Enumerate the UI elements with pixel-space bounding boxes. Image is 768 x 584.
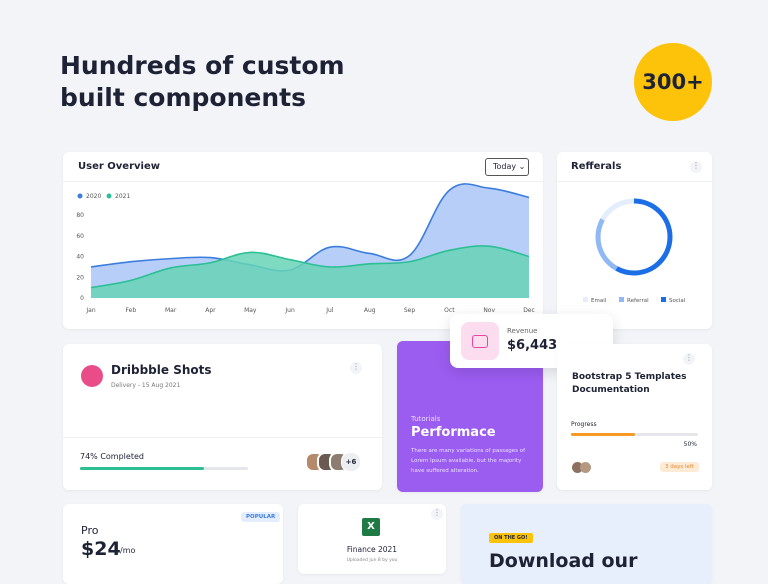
divider xyxy=(63,437,382,438)
progress-label: 74% Completed xyxy=(80,452,144,461)
x-tick-label: Jun xyxy=(284,307,295,314)
line xyxy=(90,245,530,289)
due-badge: 3 days left xyxy=(660,462,699,472)
menu-button[interactable]: ⋮ xyxy=(350,362,362,374)
progress-track xyxy=(571,433,698,436)
user-overview-card: User Overview Today ⌄ 0 20 40 60 80 Jan Feb Mar… xyxy=(63,152,543,329)
headline-line: Hundreds of custom xyxy=(60,51,345,80)
avatar xyxy=(580,462,591,473)
download-badge: ON THE GO! xyxy=(489,533,533,543)
x-tick-label: Jan xyxy=(85,307,95,314)
project-title: Dribbble Shots xyxy=(111,363,212,377)
progress-fill xyxy=(80,467,205,470)
file-name: Finance 2021 xyxy=(346,545,398,554)
legend-label: 2021 xyxy=(115,193,130,200)
wallet-icon xyxy=(461,322,499,360)
legend-label: Referral xyxy=(627,298,649,304)
menu-button[interactable]: ⋮ xyxy=(683,353,695,365)
download-card: ON THE GO! Download our xyxy=(461,504,712,584)
y-tick-label: 60 xyxy=(76,233,84,240)
excel-icon: X xyxy=(362,518,380,536)
legend-swatch xyxy=(77,193,83,199)
y-tick-label: 20 xyxy=(76,274,84,281)
donut-chart: Email Referral Social xyxy=(583,198,686,304)
donut-segment xyxy=(595,198,673,276)
task-card: ⋮ Bootstrap 5 Templates Documentation Pr… xyxy=(557,344,712,490)
card-title: User Overview xyxy=(78,161,160,172)
download-title: Download our xyxy=(489,550,638,572)
menu-button[interactable]: ⋮ xyxy=(690,161,702,173)
divider xyxy=(557,181,712,182)
x-tick-label: May xyxy=(244,307,257,314)
y-tick-label: 0 xyxy=(80,295,84,302)
wallet-glyph xyxy=(472,335,488,348)
y-tick-label: 40 xyxy=(76,254,84,261)
price-period: /mo xyxy=(120,546,136,555)
legend-swatch xyxy=(619,297,624,302)
referrals-card: Refferals ⋮ Email Referral Social xyxy=(557,152,712,329)
legend-label: Email xyxy=(591,298,607,304)
divider xyxy=(63,181,543,182)
legend-swatch xyxy=(661,297,666,302)
x-tick-label: Oct xyxy=(444,307,455,314)
tutorial-text: There are many variations of passages of… xyxy=(411,448,526,474)
line xyxy=(90,183,530,272)
kicker: Tutorials xyxy=(411,415,441,423)
legend-swatch xyxy=(583,297,588,302)
x-tick-label: Aug xyxy=(364,307,376,314)
delivery-date: Delivery - 15 Aug 2021 xyxy=(111,382,181,389)
area xyxy=(91,245,529,298)
dropdown[interactable]: Today ⌄ xyxy=(485,158,529,176)
menu-button[interactable]: ⋮ xyxy=(431,508,443,520)
price: $24 xyxy=(81,538,121,560)
headline-line: built components xyxy=(60,83,306,112)
count-badge: 300+ xyxy=(634,43,712,121)
x-tick-label: Sep xyxy=(404,307,416,314)
legend-label: Social xyxy=(669,298,686,304)
card-title: Refferals xyxy=(571,161,622,172)
tutorial-title: Performace xyxy=(411,425,496,440)
more-avatars: +6 xyxy=(341,452,361,472)
task-title: Bootstrap 5 Templates Documentation xyxy=(572,372,687,395)
file-card: ⋮ X Finance 2021 Uploaded Jun 8 by you xyxy=(298,504,446,574)
revenue-value: $6,443 xyxy=(507,338,558,353)
x-tick-label: Dec xyxy=(523,307,535,314)
progress-fill xyxy=(571,433,635,436)
donut-segment xyxy=(595,198,673,276)
file-meta: Uploaded Jun 8 by you xyxy=(346,558,398,563)
area-chart: 0 20 40 60 80 Jan Feb Mar Apr May Jun Jul Aug Sep Oct N… xyxy=(76,183,535,314)
headline: Hundreds of custom built components xyxy=(60,50,345,114)
y-tick-label: 80 xyxy=(76,212,84,219)
dropdown-label: Today xyxy=(493,162,517,171)
project-card: Dribbble Shots Delivery - 15 Aug 2021 ⋮ … xyxy=(63,344,382,490)
legend-label: 2020 xyxy=(86,193,101,200)
revenue-label: Revenue xyxy=(507,327,538,335)
x-tick-label: Jul xyxy=(325,307,334,314)
x-tick-label: Feb xyxy=(126,307,137,314)
plan-name: Pro xyxy=(81,524,99,537)
popular-badge: POPULAR xyxy=(241,512,281,522)
dribbble-icon xyxy=(81,365,103,387)
avatar xyxy=(572,462,583,473)
x-tick-label: Apr xyxy=(205,307,216,314)
legend-swatch xyxy=(106,193,112,199)
progress-label: Progress xyxy=(571,421,597,428)
x-tick-label: Nov xyxy=(483,307,495,314)
x-tick-label: Mar xyxy=(165,307,177,314)
pricing-card: POPULAR Pro $24 /mo xyxy=(63,504,283,584)
progress-value: 50% xyxy=(683,441,697,448)
progress-track xyxy=(80,467,248,470)
